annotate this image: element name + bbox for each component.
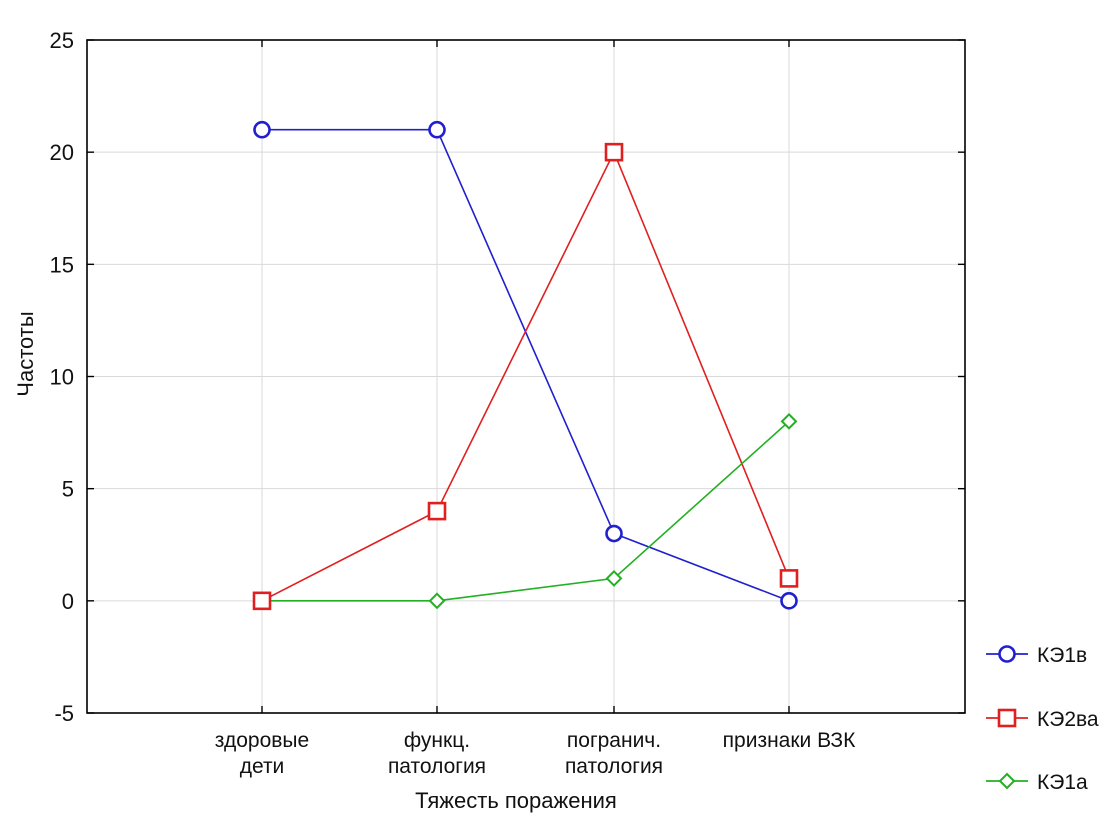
data-point-circle bbox=[780, 592, 798, 610]
data-point-square bbox=[604, 142, 624, 162]
data-point-diamond bbox=[605, 569, 623, 587]
legend-label: КЭ2ва bbox=[1037, 708, 1099, 731]
y-tick-label: 15 bbox=[50, 252, 74, 277]
series-line-diamond bbox=[262, 420, 790, 602]
x-category-label: признаки ВЗК bbox=[723, 729, 856, 752]
data-point-circle bbox=[428, 120, 446, 139]
x-category-label: функц. патология bbox=[388, 729, 486, 778]
legend-marker-square bbox=[997, 708, 1017, 728]
x-category-label-line: патология bbox=[388, 755, 486, 778]
legend-marker-circle bbox=[998, 645, 1016, 663]
y-tick-label: 0 bbox=[62, 589, 74, 614]
y-tick-label: 10 bbox=[50, 365, 74, 390]
legend-marker-diamond bbox=[998, 772, 1016, 790]
x-category-label: здоровые дети bbox=[215, 729, 309, 778]
x-category-label-line: здоровые bbox=[215, 729, 309, 752]
data-point-square bbox=[427, 501, 447, 521]
x-category-label: погранич. патология bbox=[565, 729, 663, 778]
x-axis-title: Тяжесть поражения bbox=[415, 788, 617, 813]
y-tick-label: 25 bbox=[50, 28, 74, 53]
x-category-label-line: дети bbox=[240, 755, 285, 778]
data-point-diamond bbox=[428, 592, 446, 610]
x-category-label-line: погранич. bbox=[567, 729, 661, 752]
x-category-label-line: признаки ВЗК bbox=[723, 729, 856, 752]
data-point-square bbox=[779, 569, 799, 588]
x-category-label-line: функц. bbox=[404, 729, 470, 752]
y-tick-label: 5 bbox=[62, 477, 74, 502]
y-tick-label: -5 bbox=[54, 701, 74, 726]
data-point-diamond bbox=[780, 412, 798, 430]
legend-label: КЭ1в bbox=[1037, 644, 1087, 667]
series-line-square bbox=[261, 150, 790, 602]
data-point-square bbox=[252, 591, 272, 611]
x-category-label-line: патология bbox=[565, 755, 663, 778]
data-point-circle bbox=[253, 120, 271, 139]
legend-label: КЭ1а bbox=[1037, 771, 1088, 794]
data-point-circle bbox=[605, 524, 623, 543]
y-tick-label: 20 bbox=[50, 140, 74, 165]
y-axis-title: Частоты bbox=[13, 311, 38, 396]
